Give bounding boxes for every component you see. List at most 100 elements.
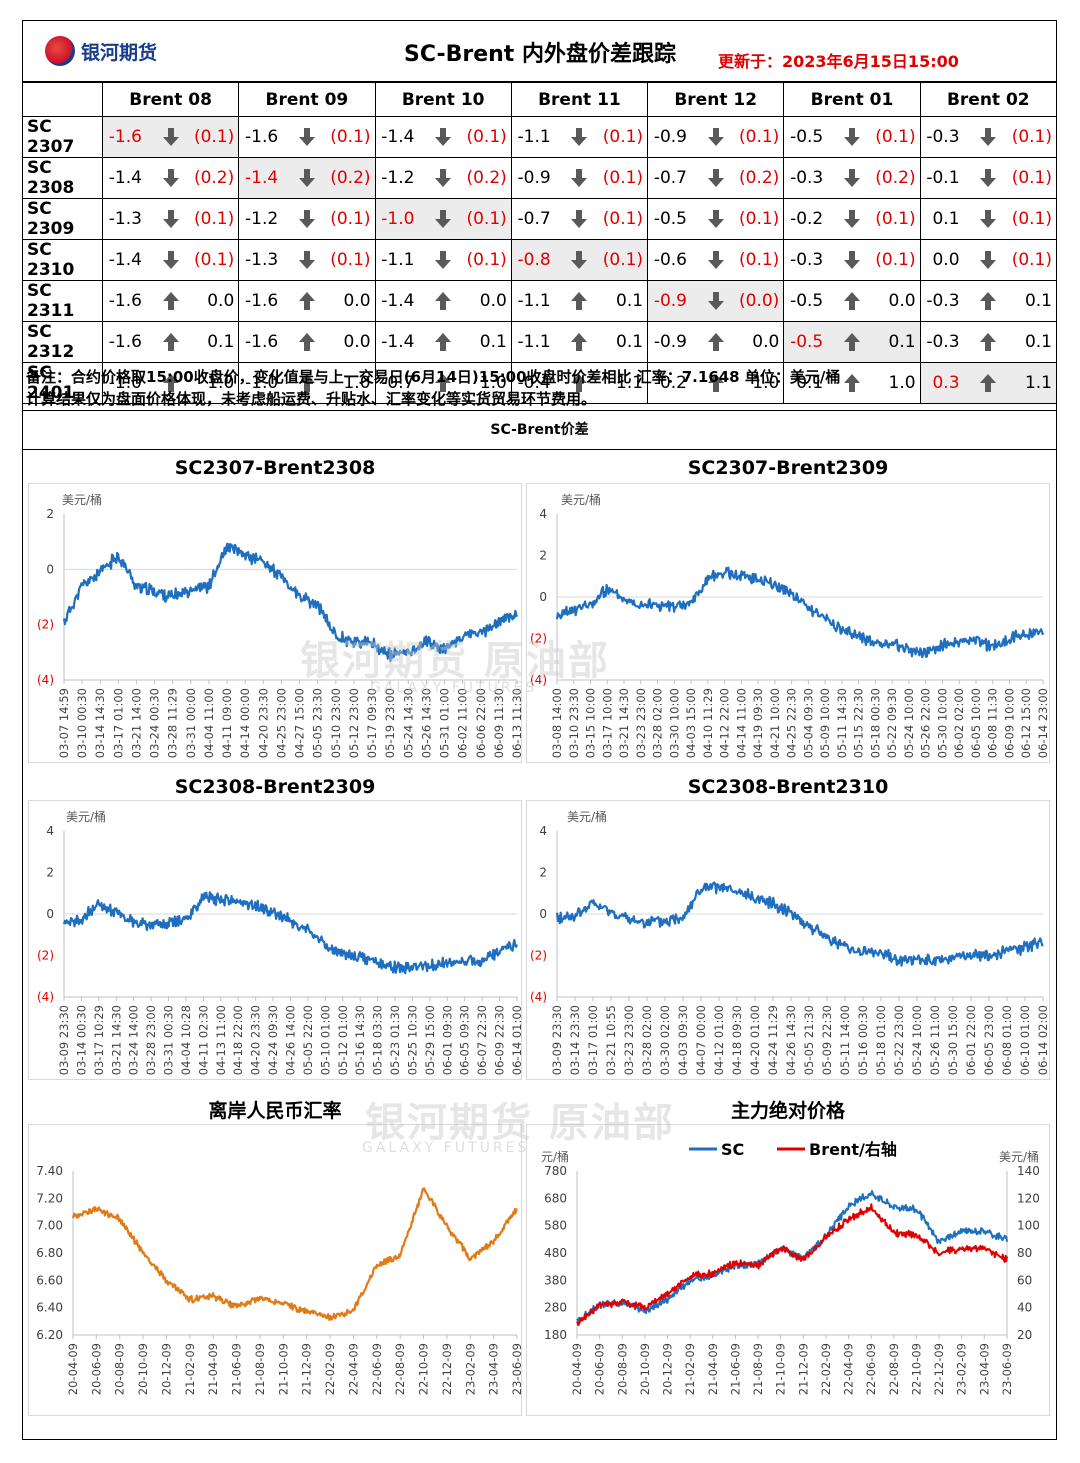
spread-change: (0.1)	[738, 198, 785, 240]
x-tick-label: 22-10-09	[417, 1343, 431, 1395]
spread-change: 0.0	[329, 280, 376, 322]
spread-change: (0.1)	[1010, 198, 1057, 240]
y-tick-label: 2	[539, 549, 547, 563]
y-tick-label: 680	[544, 1191, 567, 1205]
arrow-up-icon	[829, 321, 875, 363]
x-tick-label: 21-08-09	[253, 1343, 267, 1395]
x-tick-label: 05-11 14:00	[838, 1005, 852, 1075]
table-row: SC 2308 -1.4 (0.2) -1.4 (0.2) -1.2 (0.2) -0.9 (0…	[22, 157, 1057, 199]
header	[22, 20, 1057, 82]
arrow-up-icon	[556, 362, 603, 404]
y-axis-unit: 元/桶	[541, 1149, 569, 1164]
spread-change: (0.2)	[874, 157, 921, 199]
column-header: Brent 08	[101, 82, 240, 117]
spread-change: (0.1)	[193, 239, 240, 281]
row-label: SC 2310	[22, 239, 103, 281]
x-tick-label: 22-10-09	[909, 1343, 923, 1395]
spread-value: -0.9	[647, 321, 693, 363]
spread-value: 0.1	[783, 362, 830, 404]
spread-value: -1.6	[101, 116, 148, 158]
spread-change: (0.1)	[602, 116, 649, 158]
spread-value: -0.6	[647, 239, 693, 281]
y-tick-label: 7.40	[36, 1164, 63, 1178]
y-tick-label: (4)	[37, 673, 54, 687]
arrow-up-icon	[692, 362, 739, 404]
y-tick-label: 7.00	[36, 1219, 63, 1233]
x-tick-label: 20-12-09	[159, 1343, 173, 1395]
spread-chart-4: 美元/桶 4 2 0 (2) (4)03-09 23:30 03-14 23:30 03-17…	[530, 809, 1050, 1075]
x-tick-label: 03-10 23:30	[567, 688, 581, 758]
y-tick-label: 2	[46, 866, 54, 880]
x-tick-label: 04-10 11:29	[701, 688, 715, 758]
arrow-up-icon	[147, 362, 194, 404]
spread-value: -0.3	[919, 116, 966, 158]
arrow-down-icon	[284, 239, 330, 281]
spread-value: -1.3	[238, 239, 285, 281]
spread-change: (0.1)	[329, 116, 376, 158]
y-tick-label: 780	[544, 1164, 567, 1178]
spread-value: -0.4	[510, 362, 557, 404]
x-tick-label: 03-24 00:30	[148, 688, 162, 758]
watermark-top-sub: GALAXY FUTURES	[370, 680, 538, 696]
table-row: SC 2307 -1.6 (0.1) -1.6 (0.1) -1.4 (0.1) -1.1 (0…	[22, 116, 1057, 158]
x-tick-label: 04-25 23:00	[274, 688, 288, 758]
x-tick-label: 04-14 00:00	[238, 688, 252, 758]
spread-change: 0.1	[465, 321, 512, 363]
spread-value: -0.5	[783, 321, 830, 363]
x-tick-label: 05-12 23:00	[347, 688, 361, 758]
y-tick-label: (4)	[37, 990, 54, 1004]
y-tick-label: 6.20	[36, 1328, 63, 1342]
spread-change: (0.1)	[874, 116, 921, 158]
spread-change: (0.1)	[874, 239, 921, 281]
spread-change: (0.2)	[193, 157, 240, 199]
spread-value: -0.5	[783, 116, 830, 158]
spread-change: 0.0	[193, 280, 240, 322]
update-time: 更新于：2023年6月15日15:00	[718, 52, 959, 71]
x-tick-label: 03-09 23:30	[550, 1005, 564, 1075]
x-tick-label: 04-26 14:30	[784, 1005, 798, 1075]
x-tick-label: 04-20 23:30	[249, 1005, 263, 1075]
x-tick-label: 03-07 14:59	[57, 688, 71, 758]
y2-tick-label: 140	[1017, 1164, 1040, 1178]
x-tick-label: 22-06-09	[370, 1343, 384, 1395]
spread-change: 0.1	[1010, 280, 1057, 322]
x-tick-label: 20-06-09	[89, 1343, 103, 1395]
x-tick-label: 03-23 23:00	[634, 688, 648, 758]
section-label: SC-Brent价差	[22, 410, 1057, 450]
series-line	[62, 542, 519, 663]
x-tick-label: 04-03 09:30	[676, 1005, 690, 1075]
arrow-down-icon	[284, 157, 330, 199]
notes: 备注：合约价格取15:00收盘价，变化值是与上一交易日(6月14日)15:00收…	[26, 366, 840, 410]
arrow-down-icon	[556, 198, 603, 240]
spread-change: (0.1)	[465, 116, 512, 158]
x-tick-label: 05-22 09:30	[885, 688, 899, 758]
spread-value: -1.1	[510, 116, 557, 158]
x-tick-label: 04-14 11:00	[734, 688, 748, 758]
y-tick-label: 0	[46, 907, 54, 921]
spread-value: -0.2	[783, 198, 830, 240]
watermark-bottom: 银河期货 原油部	[365, 1100, 675, 1146]
spread-value: -0.3	[919, 321, 966, 363]
spread-chart-1: 美元/桶 2 0 (2) (4)03-07 14:59 03-10 00:30 03-14 …	[37, 492, 524, 758]
arrow-up-icon	[965, 280, 1011, 322]
table-row: SC 2312 -1.6 0.1 -1.6 0.0 -1.4 0.1 -1.1 0.1 -0.9 0…	[22, 321, 1057, 363]
spread-value: -0.7	[647, 157, 693, 199]
x-tick-label: 03-14 23:30	[568, 1005, 582, 1075]
x-tick-label: 03-17 01:00	[586, 1005, 600, 1075]
x-tick-label: 06-08 01:00	[1000, 1005, 1014, 1075]
x-tick-label: 04-11 02:30	[196, 1005, 210, 1075]
arrow-up-icon	[420, 280, 466, 322]
arrow-down-icon	[147, 157, 194, 199]
x-tick-label: 05-30 10:00	[935, 688, 949, 758]
x-tick-label: 05-26 11:00	[928, 1005, 942, 1075]
arrow-down-icon	[556, 157, 603, 199]
x-tick-label: 04-12 01:00	[712, 1005, 726, 1075]
arrow-down-icon	[829, 198, 875, 240]
x-tick-label: 20-12-09	[661, 1343, 675, 1395]
x-tick-label: 21-02-09	[183, 1343, 197, 1395]
spread-change: (0.1)	[1010, 116, 1057, 158]
column-header: Brent 01	[783, 82, 921, 117]
spread-change: 0.0	[874, 280, 921, 322]
x-tick-label: 21-06-09	[728, 1343, 742, 1395]
y-axis-unit: 美元/桶	[561, 492, 601, 507]
